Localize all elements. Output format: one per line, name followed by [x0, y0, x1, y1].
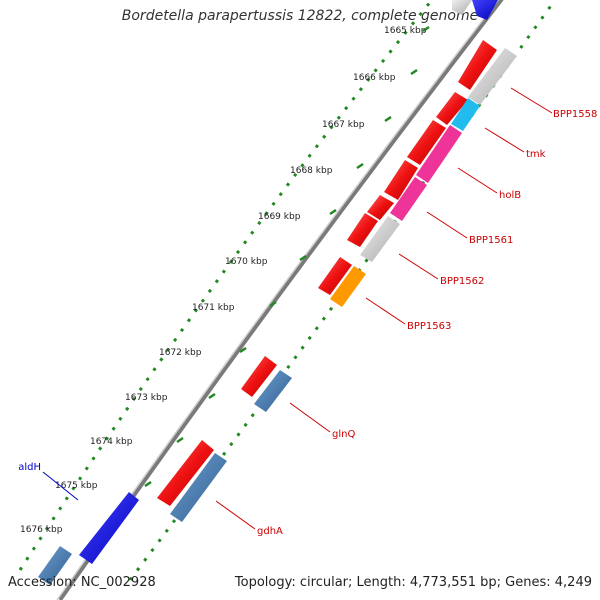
tick-label: 1672 kbp [159, 348, 202, 358]
tick-mark [269, 300, 277, 308]
tick-label: 1666 kbp [353, 73, 396, 83]
gene-feature [347, 213, 378, 247]
gene-label-leader [42, 471, 79, 501]
tick-label: 1674 kbp [90, 437, 133, 447]
gene-label-leader [510, 87, 553, 114]
gene-feature [458, 40, 497, 90]
tick-group: 1665 kbp 1666 kbp 1667 kbp 1668 kbp 1669 kbp… [20, 25, 430, 535]
gene-feature [38, 546, 72, 585]
tick-mark [144, 480, 152, 488]
tick-label: 1676 kbp [20, 525, 63, 535]
gene-feature [170, 453, 227, 522]
gene-feature [360, 216, 400, 262]
tick-mark [410, 68, 418, 76]
tick-mark [176, 436, 184, 444]
gene-feature [330, 266, 366, 307]
outer-feature-row [79, 0, 498, 564]
gene-feature [472, 0, 498, 20]
gene-feature [390, 177, 427, 221]
gene-feature [157, 440, 214, 506]
gene-feature [367, 195, 394, 220]
gene-label: holB [499, 190, 521, 201]
gene-feature [318, 257, 352, 295]
gene-label-group: BPP1558 tmk holB BPP1561 BPP1562 BPP1563 glnQ g… [18, 87, 597, 537]
tick-mark [208, 392, 216, 400]
tick-label: 1667 kbp [322, 120, 365, 130]
gene-label: glnQ [332, 429, 355, 440]
gene-label: BPP1563 [407, 321, 451, 332]
gene-label-leader [215, 500, 256, 530]
tick-mark [239, 346, 247, 354]
tick-label: 1669 kbp [258, 212, 301, 222]
gene-label: BPP1561 [469, 235, 513, 246]
gene-feature [254, 370, 292, 412]
inner-feature-row [38, 0, 517, 585]
tick-label: 1668 kbp [290, 166, 333, 176]
tick-mark [384, 115, 392, 123]
tick-label: 1673 kbp [125, 393, 168, 403]
accession-text: Accession: NC_002928 [8, 575, 156, 590]
gene-label: BPP1558 [553, 109, 597, 120]
gene-feature [416, 125, 462, 183]
tick-mark [329, 208, 337, 216]
gene-feature [241, 356, 277, 397]
gene-label-leader [484, 127, 525, 153]
tick-mark [299, 254, 307, 262]
gene-label: tmk [526, 149, 546, 160]
gene-label-leader [426, 211, 468, 239]
tick-label: 1665 kbp [384, 26, 427, 36]
gene-label: gdhA [257, 526, 283, 537]
tick-mark [356, 162, 364, 170]
gene-label-leader [457, 167, 498, 194]
gene-label: BPP1562 [440, 276, 484, 287]
gene-label-leader [365, 297, 406, 325]
tick-label: 1670 kbp [225, 257, 268, 267]
genome-summary-text: Topology: circular; Length: 4,773,551 bp… [234, 575, 592, 590]
tick-label: 1675 kbp [55, 481, 98, 491]
map-title: Bordetella parapertussis 12822, complete… [121, 8, 479, 24]
gene-feature [436, 92, 468, 125]
gene-label-leader [289, 402, 331, 433]
gene-feature [452, 0, 472, 15]
gene-feature [407, 120, 446, 165]
gene-label-leader [398, 253, 439, 280]
tick-mark [422, 25, 430, 33]
gene-feature [468, 48, 517, 105]
gene-feature [79, 492, 139, 564]
gene-feature [451, 98, 480, 131]
gene-feature [384, 160, 418, 200]
gene-label: aldH [18, 462, 41, 473]
tick-label: 1671 kbp [192, 303, 235, 313]
